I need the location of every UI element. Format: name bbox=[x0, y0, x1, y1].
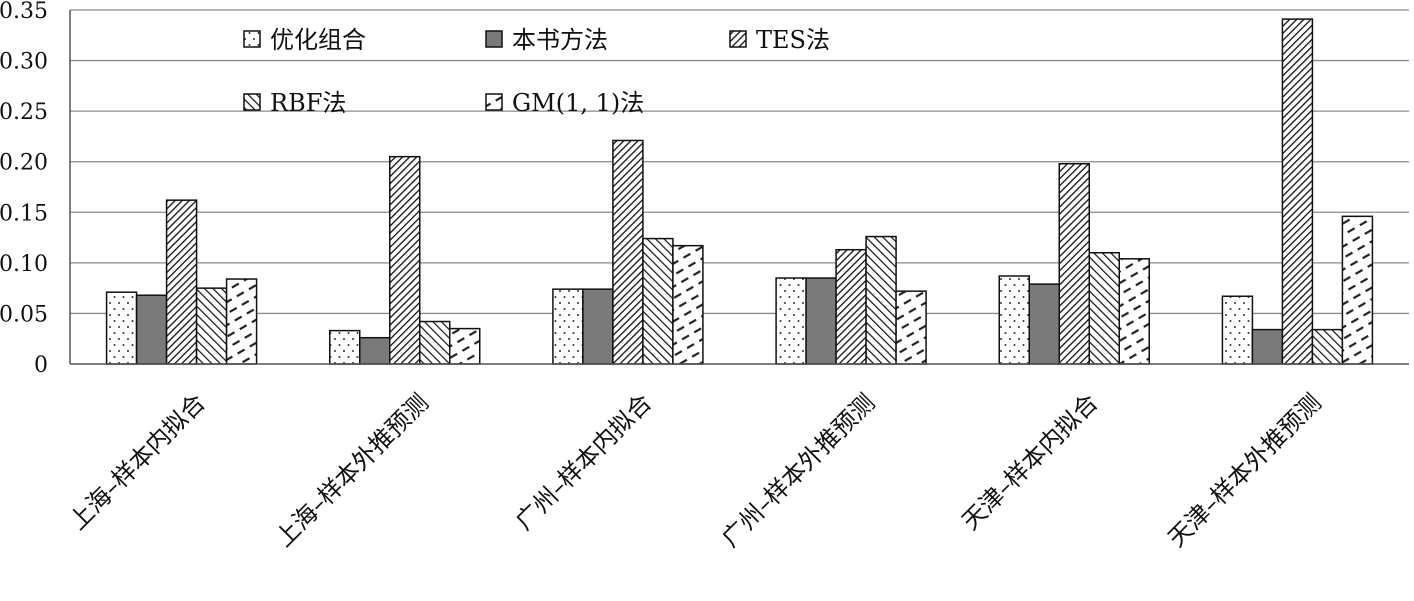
legend-swatch bbox=[485, 93, 503, 111]
axes bbox=[69, 10, 1409, 365]
bars bbox=[105, 18, 1374, 365]
y-tick-label: 0.30 bbox=[0, 50, 48, 75]
category-label: 广州–样本外推预测 bbox=[716, 388, 880, 552]
legend-label: 优化组合 bbox=[270, 26, 366, 54]
legend-swatch bbox=[485, 30, 503, 48]
category-label: 天津–样本外推预测 bbox=[1163, 388, 1327, 552]
bar bbox=[552, 288, 584, 365]
bar bbox=[1028, 283, 1060, 365]
bar bbox=[419, 320, 451, 365]
category-label: 上海–样本外推预测 bbox=[270, 388, 434, 552]
category-label: 上海–样本内拟合 bbox=[64, 388, 211, 535]
bar bbox=[449, 327, 481, 365]
bar bbox=[359, 336, 391, 365]
bar bbox=[1341, 215, 1374, 365]
y-tick-label: 0.05 bbox=[0, 302, 48, 327]
bar bbox=[582, 288, 614, 365]
bar bbox=[612, 139, 644, 365]
bar bbox=[195, 287, 228, 365]
bar bbox=[1058, 162, 1090, 365]
bar bbox=[805, 277, 837, 365]
legend-label: TES法 bbox=[756, 26, 830, 54]
bar bbox=[1118, 258, 1150, 365]
bar bbox=[835, 248, 867, 365]
bar bbox=[329, 329, 361, 365]
bar bbox=[1311, 328, 1344, 365]
bar bbox=[135, 294, 168, 365]
bar bbox=[105, 291, 138, 365]
bar bbox=[672, 244, 704, 365]
legend-label: RBF法 bbox=[270, 89, 346, 117]
bar bbox=[1221, 295, 1254, 365]
bar bbox=[165, 199, 198, 365]
bar bbox=[1281, 18, 1314, 365]
category-label: 天津–样本内拟合 bbox=[956, 388, 1103, 535]
legend-swatch bbox=[243, 30, 261, 48]
legend-swatch bbox=[243, 93, 261, 111]
bar bbox=[775, 277, 807, 365]
bar bbox=[998, 275, 1030, 365]
category-labels: 上海–样本内拟合 上海–样本外推预测 广州–样本内拟合 广州–样本外推预测 天津–样本内… bbox=[64, 388, 1327, 552]
bar bbox=[1251, 328, 1284, 365]
bar bbox=[895, 290, 927, 365]
y-tick-label: 0.15 bbox=[0, 201, 48, 226]
category-label: 广州–样本内拟合 bbox=[510, 388, 657, 535]
y-tick-label: 0.35 bbox=[0, 0, 48, 24]
legend: 优化组合 本书方法 TES法 RBF法 GM(1, 1)法 bbox=[243, 26, 830, 117]
y-tick-label: 0.25 bbox=[0, 100, 48, 125]
y-tick-labels: 0 0.05 0.10 0.15 0.20 0.25 0.30 0.35 bbox=[0, 0, 48, 378]
y-tick-label: 0.20 bbox=[0, 151, 48, 176]
y-tick-label: 0 bbox=[34, 353, 48, 378]
gridlines bbox=[70, 9, 1409, 315]
legend-label: GM(1, 1)法 bbox=[512, 89, 644, 117]
bar bbox=[1088, 251, 1120, 365]
bar bbox=[225, 278, 258, 365]
bar bbox=[389, 155, 421, 365]
bar bbox=[865, 235, 897, 365]
y-tick-label: 0.10 bbox=[0, 252, 48, 277]
legend-swatch bbox=[729, 30, 747, 48]
bar bbox=[642, 237, 674, 365]
legend-label: 本书方法 bbox=[512, 26, 608, 54]
